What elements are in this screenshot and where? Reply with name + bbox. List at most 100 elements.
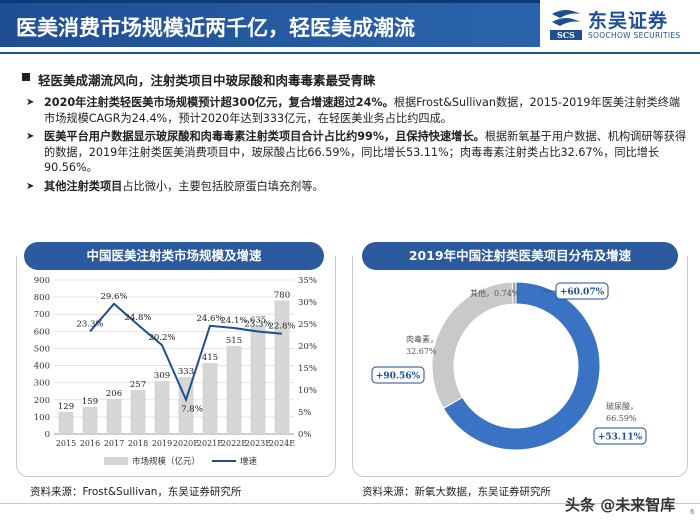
growth-line [89, 302, 283, 403]
page-number: 6 [690, 508, 695, 516]
growth-value-label: 23.3% [76, 319, 103, 329]
right-chart-frame [352, 256, 688, 477]
square-bullet-icon [22, 73, 30, 81]
scs-logo-icon: SCS [550, 10, 582, 40]
bullet-section: 轻医美成潮流风向，注射类项目中玻尿酸和肉毒毒素最受青睐 ➤ 2020年注射类轻医… [20, 70, 690, 197]
title-bar: 医美消费市场规模近两千亿，轻医美成潮流 [0, 0, 540, 47]
legend-line-label: 增速 [240, 456, 258, 467]
right-source-note: 资料来源：新氧大数据，东吴证券研究所 [362, 486, 551, 498]
y-right-tick-label: 30% [298, 298, 317, 308]
y-left-tick-label: 500 [34, 344, 50, 354]
watermark: 头条 @未来智库 [565, 496, 676, 514]
company-logo: SCS 东吴证券 SOOCHOW SECURITIES [548, 6, 698, 46]
y-left-tick-label: 100 [34, 413, 50, 423]
x-tick-label: 2024E [269, 439, 295, 448]
main-bullet-text: 轻医美成潮流风向，注射类项目中玻尿酸和肉毒毒素最受青睐 [38, 73, 376, 88]
bar [130, 390, 146, 434]
legend-bar-swatch [104, 457, 128, 465]
y-right-tick-label: 0% [298, 430, 312, 440]
growth-callout-label: +90.56% [376, 372, 421, 382]
sub-bullet: ➤ 2020年注射类轻医美市场规模预计超300亿元，复合增速超过24%。根据Fr… [20, 95, 690, 126]
x-tick-label: 2015 [56, 439, 76, 448]
bar [58, 411, 74, 434]
x-tick-label: 2020E [173, 439, 199, 448]
growth-value-label: 29.6% [100, 292, 127, 302]
growth-value-label: 20.2% [148, 333, 175, 343]
bar [250, 325, 266, 434]
growth-value-label: 23.3% [244, 319, 271, 329]
growth-value-label: 7.8% [181, 405, 203, 415]
y-left-tick-label: 600 [34, 327, 50, 337]
sub-bullet-text: 根据新氧基于用户数据、机构调研等获得的数据，2019年注射类医美消费项目中，玻尿… [44, 130, 687, 174]
donut-slice [442, 281, 601, 451]
header-divider [0, 52, 700, 54]
bar-value-label: 515 [226, 336, 242, 346]
slice-label: 玻尿酸， [606, 401, 638, 411]
bar-value-label: 309 [154, 371, 170, 381]
bar-value-label: 159 [82, 397, 98, 407]
x-tick-label: 2019 [152, 439, 172, 448]
sub-bullet-bold: 医美平台用户数据显示玻尿酸和肉毒毒素注射类项目合计占比约99%，且保持快速增长。 [44, 130, 485, 143]
growth-value-label: 24.1% [220, 316, 247, 326]
bar-value-label: 635 [250, 315, 266, 325]
injection-distribution-chart: 其他，0.74% 肉毒素， 32.67% 玻尿酸， 66.59% +60.07% +90.5… [371, 281, 647, 451]
y-left-tick-label: 300 [34, 379, 50, 389]
bar-value-label: 129 [58, 402, 74, 412]
slice-label: 其他，0.74% [470, 288, 520, 298]
growth-value-label: 22.8% [268, 322, 295, 332]
y-right-tick-label: 25% [298, 320, 317, 330]
growth-value-label: 24.6% [196, 314, 223, 324]
sub-bullet: ➤ 其他注射类项目占比微小，主要包括胶原蛋白填充剂等。 [20, 179, 690, 195]
growth-callout-box [593, 427, 647, 445]
x-tick-label: 2023E [245, 439, 271, 448]
bar [202, 362, 218, 434]
arrow-bullet-icon: ➤ [26, 180, 35, 192]
growth-callout-label: +53.11% [598, 433, 643, 443]
sub-bullet-bold: 2020年注射类轻医美市场规模预计超300亿元，复合增速超过24%。 [44, 96, 394, 109]
bar-value-label: 780 [274, 291, 290, 301]
slice-label: 66.59% [606, 414, 637, 423]
footer-divider [0, 503, 700, 504]
slice-label: 肉毒素， [406, 334, 438, 344]
y-left-tick-label: 0 [45, 430, 50, 440]
bar-value-label: 415 [202, 353, 218, 363]
donut-slice [431, 281, 514, 410]
y-right-tick-label: 10% [298, 386, 317, 396]
bar-value-label: 333 [178, 367, 194, 377]
slice-label: 32.67% [406, 347, 437, 356]
main-bullet: 轻医美成潮流风向，注射类项目中玻尿酸和肉毒毒素最受青睐 [20, 70, 690, 89]
sub-bullet-text: 占比微小，主要包括胶原蛋白填充剂等。 [122, 179, 324, 193]
left-chart-title: 中国医美注射类市场规模及增速 [24, 242, 324, 270]
bar [82, 406, 98, 434]
y-left-tick-label: 700 [34, 310, 50, 320]
bar [274, 300, 290, 434]
legend-bar-label: 市场规模（亿元） [132, 456, 200, 467]
page-title: 医美消费市场规模近两千亿，轻医美成潮流 [16, 16, 415, 40]
sub-bullet-text: 根据Frost&Sullivan数据，2015-2019年医美注射类终端市场规模… [44, 96, 681, 125]
left-chart-frame [16, 256, 336, 477]
x-tick-label: 2018 [128, 439, 148, 448]
bar [154, 381, 170, 434]
right-chart-title: 2019年中国注射类医美项目分布及增速 [362, 242, 678, 270]
bar-value-label: 206 [106, 389, 122, 399]
y-left-tick-label: 400 [34, 362, 50, 372]
y-right-tick-label: 15% [298, 364, 317, 374]
left-source-note: 资料来源：Frost&Sullivan，东吴证券研究所 [30, 486, 242, 498]
logo-text-cn: 东吴证券 [588, 10, 669, 32]
growth-callout-label: +60.07% [560, 288, 605, 298]
y-left-tick-label: 800 [34, 293, 50, 303]
y-left-tick-label: 900 [34, 276, 50, 286]
growth-callout-box [371, 366, 425, 384]
sub-bullet: ➤ 医美平台用户数据显示玻尿酸和肉毒毒素注射类项目合计占比约99%，且保持快速增… [20, 129, 690, 176]
x-tick-label: 2016 [80, 439, 100, 448]
y-left-tick-label: 200 [34, 396, 50, 406]
market-size-chart: 0 100 200 300 400 500 600 700 800 900 0% 5% 10% 15% 20… [34, 276, 317, 467]
slice-leader-line [511, 283, 516, 293]
sub-bullet-bold: 其他注射类项目 [44, 179, 123, 193]
bar [106, 398, 122, 434]
x-tick-label: 2017 [104, 439, 124, 448]
logo-text-en: SOOCHOW SECURITIES [588, 31, 681, 40]
x-tick-label: 2021E [197, 439, 223, 448]
x-tick-label: 2022E [221, 439, 247, 448]
arrow-bullet-icon: ➤ [26, 97, 35, 108]
